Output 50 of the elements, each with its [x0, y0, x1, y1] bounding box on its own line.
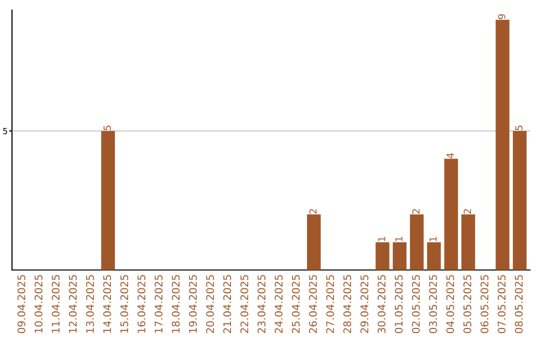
x-tick-label: 12.04.2025	[68, 275, 77, 333]
bar	[410, 214, 424, 270]
x-tick-label: 22.04.2025	[240, 275, 248, 334]
x-tick-label: 15.04.2025	[120, 275, 128, 333]
x-tick-label: 20.04.2025	[206, 275, 214, 334]
bar	[307, 214, 321, 270]
x-tick-label: 30.04.2025	[378, 275, 386, 334]
bar	[444, 158, 458, 270]
x-tick-label: 14.04.2025	[103, 275, 112, 333]
x-tick-label: 10.04.2025	[34, 275, 42, 333]
x-tick-label: 09.04.2025	[17, 275, 26, 334]
data-label: 5	[104, 126, 111, 130]
x-tick-label: 08.05.2025	[514, 275, 523, 334]
x-tick-label: 13.04.2025	[86, 275, 94, 333]
data-label: 2	[309, 209, 317, 214]
x-tick-label: 05.05.2025	[463, 275, 472, 334]
x-tick-label: 21.04.2025	[223, 275, 232, 334]
bar	[512, 130, 527, 270]
x-tick-label: 27.04.2025	[326, 275, 334, 334]
x-tick-label: 25.04.2025	[292, 275, 300, 334]
x-tick-label: 02.05.2025	[412, 275, 420, 334]
data-label: 2	[464, 209, 471, 214]
x-tick-label: 04.05.2025	[446, 275, 454, 334]
x-tick-label: 06.05.2025	[480, 275, 488, 334]
data-label: 1	[430, 236, 437, 242]
bar	[392, 242, 407, 270]
data-label: 5	[515, 126, 523, 130]
x-tick-label: 19.04.2025	[188, 275, 197, 333]
x-tick-label: 26.04.2025	[309, 275, 317, 334]
bar	[376, 242, 390, 270]
bar	[496, 20, 510, 270]
x-tick-label: 28.04.2025	[343, 275, 352, 334]
x-tick-label: 01.05.2025	[394, 275, 403, 334]
data-label: 1	[378, 236, 386, 242]
x-tick-label: 18.04.2025	[172, 275, 180, 333]
bar	[461, 214, 476, 270]
x-tick-label: 11.04.2025	[52, 275, 60, 333]
data-label: 2	[412, 209, 420, 214]
x-tick-label: 24.04.2025	[274, 275, 283, 334]
x-tick-label: 29.04.2025	[360, 275, 368, 334]
data-label: 1	[395, 236, 402, 242]
bar	[101, 130, 115, 270]
x-tick-label: 07.05.2025	[498, 275, 506, 334]
x-tick-label: 23.04.2025	[258, 275, 266, 334]
x-tick-label: 17.04.2025	[154, 275, 163, 333]
data-label: 4	[446, 153, 454, 158]
x-tick-label: 03.05.2025	[429, 275, 437, 334]
bar	[427, 242, 441, 270]
x-tick-label: 16.04.2025	[138, 275, 146, 333]
data-label: 9	[498, 14, 506, 20]
